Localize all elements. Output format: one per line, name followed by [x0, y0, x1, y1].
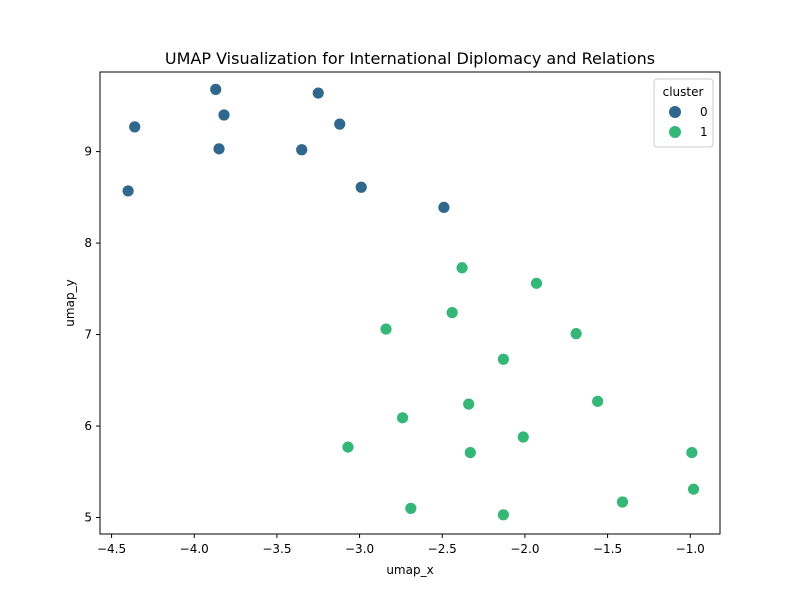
legend-label-cluster-0: 0	[700, 105, 708, 119]
scatter-point-cluster-1	[530, 276, 543, 290]
x-tick-label: −4.0	[180, 542, 209, 556]
scatter-point-cluster-1	[687, 482, 700, 496]
scatter-point-cluster-1	[396, 411, 409, 425]
y-tick-label: 7	[84, 328, 92, 342]
scatter-point-cluster-0	[121, 184, 135, 198]
x-axis-label: umap_x	[386, 563, 433, 577]
x-tick-label: −3.0	[345, 542, 374, 556]
scatter-point-cluster-0	[212, 142, 226, 156]
scatter-point-cluster-0	[354, 180, 368, 194]
chart-title: UMAP Visualization for International Dip…	[165, 49, 655, 68]
scatter-point-cluster-0	[209, 82, 223, 96]
scatter-point-cluster-1	[341, 440, 355, 454]
scatter-point-cluster-0	[333, 117, 347, 131]
x-tick-label: −2.5	[428, 542, 457, 556]
x-tick-label: −1.5	[593, 542, 622, 556]
legend-marker-cluster-1	[669, 126, 681, 138]
scatter-point-cluster-0	[311, 86, 325, 100]
y-tick-label: 8	[84, 236, 92, 250]
scatter-point-cluster-0	[437, 200, 451, 214]
scatter-point-cluster-0	[128, 120, 142, 134]
plot-frame	[99, 71, 721, 535]
x-tick-label: −2.0	[510, 542, 539, 556]
y-tick-label: 9	[84, 145, 92, 159]
x-axis: −4.5 −4.0 −3.5 −3.0 −2.5 −2.0 −1.5 −1.0	[97, 534, 705, 556]
scatter-points	[121, 82, 700, 522]
scatter-point-cluster-1	[445, 306, 459, 320]
legend: cluster 0 1	[653, 78, 714, 148]
legend-box	[653, 78, 714, 148]
y-tick-label: 6	[84, 419, 92, 433]
scatter-point-cluster-1	[685, 446, 699, 459]
scatter-point-cluster-1	[497, 508, 510, 522]
scatter-point-cluster-1	[379, 322, 393, 336]
scatter-point-cluster-1	[516, 430, 530, 444]
x-tick-label: −4.5	[97, 542, 126, 556]
scatter-point-cluster-1	[497, 352, 510, 366]
legend-title: cluster	[663, 85, 704, 99]
scatter-point-cluster-1	[462, 397, 476, 411]
legend-marker-cluster-0	[669, 106, 681, 118]
scatter-point-cluster-1	[455, 261, 469, 275]
scatter-point-cluster-0	[217, 108, 231, 122]
x-tick-label: −3.5	[262, 542, 291, 556]
scatter-point-cluster-1	[591, 394, 605, 408]
y-axis: 5 6 7 8 9	[84, 145, 100, 525]
scatter-point-cluster-1	[404, 501, 418, 515]
x-tick-label: −1.0	[676, 542, 705, 556]
legend-label-cluster-1: 1	[700, 125, 708, 139]
y-tick-label: 5	[84, 511, 92, 525]
scatter-point-cluster-1	[463, 446, 477, 459]
scatter-point-cluster-0	[295, 143, 309, 157]
y-axis-label: umap_y	[63, 279, 77, 326]
scatter-point-cluster-1	[569, 327, 583, 341]
scatter-point-cluster-1	[616, 495, 629, 509]
